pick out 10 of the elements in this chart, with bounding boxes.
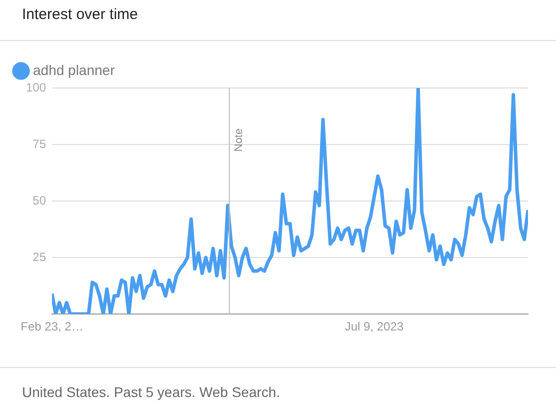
y-tick-label: 75 bbox=[32, 136, 46, 151]
legend-label: adhd planner bbox=[33, 62, 116, 78]
chart-title: Interest over time bbox=[22, 6, 138, 23]
y-tick-label: 100 bbox=[26, 80, 46, 94]
ref-line-label: Note bbox=[232, 128, 245, 152]
x-tick-label: Feb 23, 2… bbox=[20, 320, 84, 334]
y-tick-label: 50 bbox=[32, 193, 46, 208]
y-tick-label: 25 bbox=[32, 250, 46, 264]
x-tick-label: Jul 9, 2023 bbox=[344, 320, 404, 334]
text: United States. Past 5 years. Web Search. bbox=[22, 384, 280, 400]
